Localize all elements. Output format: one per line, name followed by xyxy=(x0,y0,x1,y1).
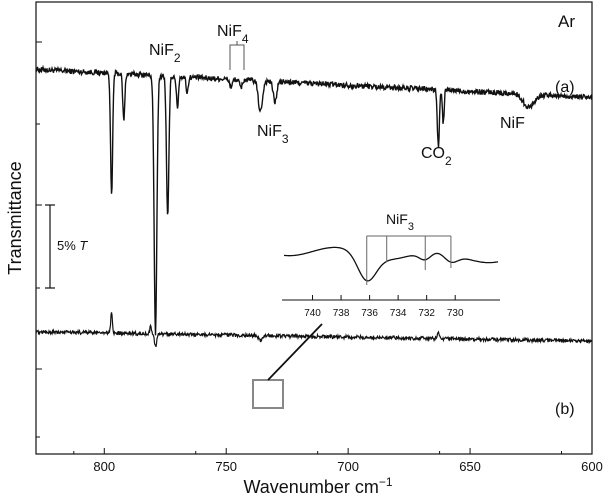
x-tick-label: 700 xyxy=(337,459,359,474)
annotation-co2-sub: 2 xyxy=(445,154,452,168)
inset-chart: 740 738 736 734 732 730 NiF3 xyxy=(282,211,500,319)
inset-x-tick-label: 732 xyxy=(418,308,435,319)
annotation-nif2-sub: 2 xyxy=(174,51,181,65)
inset-title-sub: 3 xyxy=(408,221,414,233)
x-tick-label: 650 xyxy=(459,459,481,474)
trace-label-b: (b) xyxy=(555,401,575,418)
zoom-connector xyxy=(267,323,323,381)
annotation-co2: CO2 xyxy=(421,145,452,168)
nif4-bracket xyxy=(229,41,245,70)
annotation-nif4-main: NiF xyxy=(217,23,242,40)
annotation-nif3-sub: 3 xyxy=(282,132,289,146)
zoom-box xyxy=(252,379,284,409)
nif4-bracket-line xyxy=(229,44,245,70)
y-axis-ticks xyxy=(36,41,42,438)
x-axis-title: Wavenumber cm−1 xyxy=(243,475,392,497)
inset-x-tick-label: 736 xyxy=(361,308,378,319)
inset-x-tick-label: 738 xyxy=(333,308,350,319)
scale-bar-label-text: 5% xyxy=(57,238,79,253)
annotation-nif4-sub: 4 xyxy=(242,32,249,46)
annotation-nif-main: NiF xyxy=(500,115,525,132)
inset-title-main: NiF xyxy=(386,211,408,227)
inset-x-ticks: 740 738 736 734 732 730 xyxy=(304,295,464,319)
annotation-nif2: NiF2 xyxy=(149,42,181,65)
annotation-co2-main: CO xyxy=(421,145,445,162)
annotation-nif2-main: NiF xyxy=(149,42,174,59)
annotation-nif4: NiF4 xyxy=(217,23,249,46)
inset-spectrum-trace xyxy=(283,246,499,282)
spectrum-trace-b xyxy=(35,312,593,348)
x-tick-label: 600 xyxy=(581,459,603,474)
scale-bar-label: 5% T xyxy=(57,238,88,253)
scale-bar-label-italic: T xyxy=(79,238,88,253)
annotation-nif3: NiF3 xyxy=(257,123,289,146)
inset-x-tick-label: 734 xyxy=(390,308,407,319)
inset-x-tick-label: 730 xyxy=(447,308,464,319)
inset-x-tick-label: 740 xyxy=(304,308,321,319)
inset-title: NiF3 xyxy=(386,211,414,233)
inset-band-bracket xyxy=(366,235,452,285)
scale-bar xyxy=(45,204,55,289)
annotation-nif: NiF xyxy=(500,115,525,132)
plot-frame xyxy=(35,1,593,455)
matrix-label: Ar xyxy=(558,12,575,31)
spectrum-trace-a xyxy=(35,64,593,336)
x-axis-ticks: 800 750 700 650 600 xyxy=(73,448,603,474)
y-axis-title: Transmittance xyxy=(5,161,25,274)
x-axis-title-main: Wavenumber cm xyxy=(243,477,378,497)
x-tick-label: 800 xyxy=(93,459,115,474)
trace-label-a: (a) xyxy=(555,79,575,96)
annotation-nif3-main: NiF xyxy=(257,123,282,140)
x-tick-label: 750 xyxy=(215,459,237,474)
x-axis-title-unit-exponent: −1 xyxy=(379,475,393,489)
